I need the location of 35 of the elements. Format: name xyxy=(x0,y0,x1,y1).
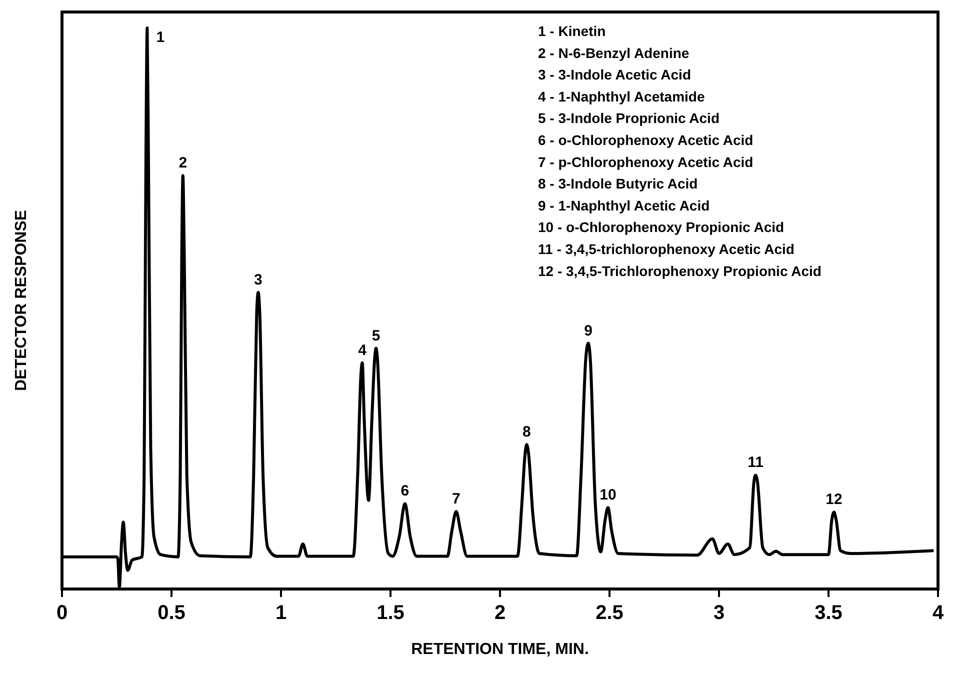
annotation: 9 xyxy=(584,322,592,340)
annotation: 3 - 3-Indole Acetic Acid xyxy=(538,66,691,83)
annotation: 2 - N-6-Benzyl Adenine xyxy=(538,44,690,61)
annotation: 5 xyxy=(372,327,380,344)
annotation: 6 - o-Chlorophenoxy Acetic Acid xyxy=(538,132,754,148)
annotation: 8 - 3-Indole Butyric Acid xyxy=(538,176,698,192)
x-tick-label: 2.5 xyxy=(596,602,624,624)
annotation: 3 xyxy=(254,271,262,288)
annotation: 6 xyxy=(400,482,410,500)
annotation: 11 - 3,4,5-trichlorophenoxy Acetic Acid xyxy=(538,241,794,257)
annotation: 10 - o-Chlorophenoxy Propionic Acid xyxy=(538,219,784,236)
annotation: 12 - 3,4,5-Trichlorophenoxy Propionic Acid xyxy=(538,262,822,279)
annotation: 10 xyxy=(600,486,616,504)
x-tick-label: 1 xyxy=(275,602,287,624)
x-tick-label: 0 xyxy=(56,602,68,624)
annotation: 4 xyxy=(358,342,368,359)
x-tick-label: 3.5 xyxy=(814,602,842,624)
y-axis-title: DETECTOR RESPONSE xyxy=(13,210,30,392)
x-tick-label: 3 xyxy=(713,602,725,624)
annotation: 2 xyxy=(178,154,188,172)
annotation: 5 - 3-Indole Proprionic Acid xyxy=(538,110,720,126)
annotation: 12 xyxy=(826,491,842,508)
x-tick-label: 1.5 xyxy=(376,602,404,624)
annotation: 7 xyxy=(452,490,460,508)
x-axis-title: RETENTION TIME, MIN. xyxy=(411,641,589,658)
x-tick-label: 0.5 xyxy=(158,602,186,624)
annotation: 9 - 1-Naphthyl Acetic Acid xyxy=(538,197,710,214)
annotation: 7 - p-Chlorophenoxy Acetic Acid xyxy=(538,154,754,170)
annotation: 11 xyxy=(748,454,764,472)
x-tick-label: 4 xyxy=(932,602,944,624)
annotation: 1 xyxy=(156,29,165,46)
x-tick-label: 2 xyxy=(494,602,506,624)
annotation: 1 - Kinetin xyxy=(538,23,606,39)
annotation: 4 - 1-Naphthyl Acetamide xyxy=(538,88,705,104)
annotation: 8 xyxy=(522,423,531,440)
